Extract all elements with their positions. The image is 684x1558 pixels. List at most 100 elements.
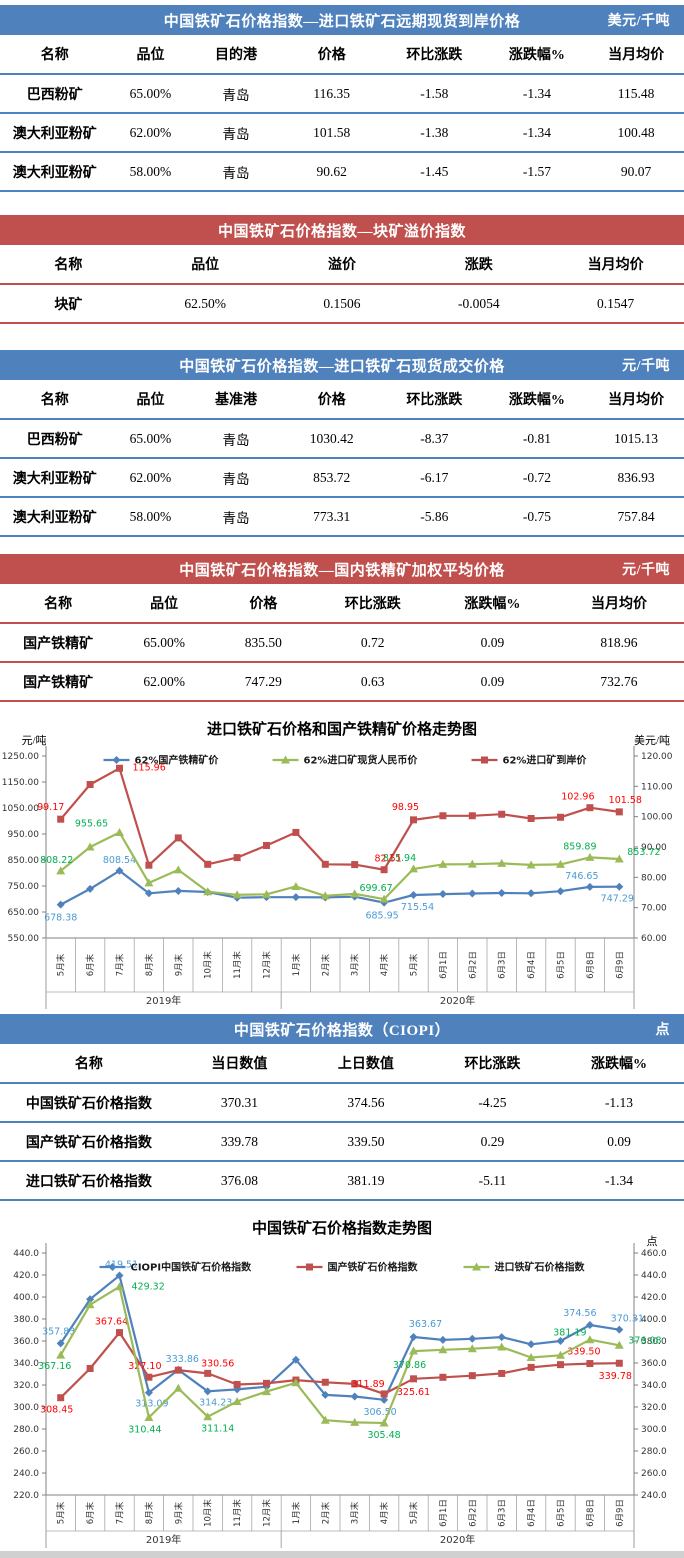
- table-row: 国产铁精矿 65.00% 835.50 0.72 0.09 818.96: [0, 623, 684, 663]
- column-header: 品位: [116, 584, 213, 624]
- triangle-marker: [614, 1340, 624, 1349]
- category-label: 9月末: [173, 953, 184, 976]
- category-axis: 5月末 6月末 7月末 8月末 9月末 10月末 11月末 12月末 1月末 2月末 3月末 4月末 5…: [45, 938, 635, 1009]
- data-label: 308.45: [40, 1405, 73, 1416]
- row-name-cell: 澳大利亚粉矿: [0, 458, 110, 498]
- svg-text:240.0: 240.0: [641, 1491, 667, 1501]
- legend: 62%国产铁精矿价 62%进口矿现货人民币价 62%进口矿到岸价: [103, 754, 587, 767]
- data-label: 370.86: [393, 1360, 426, 1371]
- column-header: 品位: [109, 35, 192, 75]
- data-label: 715.54: [401, 902, 434, 913]
- value-cell: 747.29: [212, 662, 315, 702]
- table-title-bar: 中国铁矿石价格指数—国内铁精矿加权平均价格 元/千吨: [0, 554, 684, 584]
- triangle-marker: [350, 1417, 360, 1426]
- data-label: 747.29: [601, 894, 634, 905]
- column-header: 上日数值: [300, 1044, 431, 1084]
- row-name-cell: 巴西粉矿: [0, 419, 110, 459]
- svg-text:220.0: 220.0: [13, 1491, 39, 1501]
- column-header: 名称: [0, 245, 137, 285]
- svg-text:340.0: 340.0: [641, 1381, 667, 1391]
- square-marker: [263, 1379, 270, 1387]
- svg-text:80.00: 80.00: [641, 873, 667, 883]
- row-name-cell: 国产铁矿石价格指数: [0, 1122, 178, 1162]
- svg-text:260.0: 260.0: [641, 1469, 667, 1479]
- data-label: 853.72: [627, 847, 660, 858]
- square-marker: [586, 1360, 594, 1368]
- row-name-cell: 巴西粉矿: [0, 74, 110, 114]
- column-header: 名称: [0, 584, 117, 624]
- data-label: 314.23: [199, 1397, 232, 1408]
- square-marker: [439, 1373, 447, 1381]
- triangle-marker: [409, 1346, 418, 1355]
- square-marker: [410, 816, 417, 824]
- diamond-marker: [556, 1337, 565, 1345]
- square-marker: [145, 861, 153, 869]
- diamond-marker: [527, 889, 536, 898]
- table-title: 中国铁矿石价格指数—进口铁矿石远期现货到岸价格: [163, 13, 521, 30]
- chart-ciopi-trend: 中国铁矿石价格指数走势图点 220.0 240.0 260.0 280.0 300.0 32…: [0, 1209, 684, 1549]
- right-axis-unit: 美元/吨: [634, 734, 670, 747]
- table-title: 中国铁矿石价格指数—国内铁精矿加权平均价格: [179, 562, 505, 579]
- value-cell: 116.35: [280, 74, 384, 114]
- svg-text:650.00: 650.00: [8, 908, 40, 918]
- category-label: 2月末: [320, 953, 331, 976]
- value-cell: 100.48: [588, 113, 684, 153]
- value-cell: -5.11: [430, 1161, 554, 1201]
- value-cell: -1.13: [554, 1083, 684, 1123]
- value-cell: 853.72: [280, 458, 384, 498]
- value-cell: 835.50: [212, 623, 315, 663]
- value-cell: -1.34: [485, 113, 589, 153]
- table-import-spot-deal-price: 中国铁矿石价格指数—进口铁矿石现货成交价格 元/千吨 名称 品位 基准港 价格 环比涨跌 涨跌…: [0, 350, 684, 537]
- value-cell: 90.62: [280, 152, 384, 192]
- triangle-marker: [556, 1350, 565, 1359]
- svg-text:380.0: 380.0: [641, 1337, 667, 1347]
- data-label: 678.38: [44, 913, 77, 924]
- series-square: 99.17 115.96 82.51 98.95 102.96 101.58: [37, 762, 642, 874]
- diamond-marker: [291, 1355, 300, 1364]
- header-row: 名称 品位 溢价 涨跌 当月均价: [0, 245, 684, 285]
- svg-text:440.0: 440.0: [13, 1249, 39, 1259]
- triangle-marker: [438, 1345, 448, 1354]
- square-marker: [351, 1380, 359, 1388]
- diamond-marker: [615, 882, 624, 891]
- header-row: 名称 当日数值 上日数值 环比涨跌 涨跌幅%: [0, 1044, 684, 1084]
- svg-text:440.0: 440.0: [641, 1271, 667, 1281]
- triangle-marker: [409, 864, 418, 873]
- triangle-marker: [497, 1342, 507, 1351]
- triangle-marker: [115, 828, 124, 837]
- category-label: 3月末: [350, 953, 361, 976]
- square-marker: [615, 808, 623, 816]
- data-label: 429.32: [132, 1282, 165, 1293]
- square-marker: [498, 1369, 506, 1377]
- value-cell: -0.81: [485, 419, 589, 459]
- data-label: 99.17: [37, 802, 64, 813]
- diamond-marker: [527, 1340, 536, 1349]
- column-header: 环比涨跌: [430, 1044, 554, 1084]
- value-cell: 0.29: [430, 1122, 554, 1162]
- svg-text:90.00: 90.00: [641, 843, 667, 853]
- value-cell: 101.58: [280, 113, 384, 153]
- column-header: 溢价: [273, 245, 411, 285]
- category-label: 7月末: [115, 953, 126, 976]
- value-cell: 115.48: [588, 74, 684, 114]
- column-header: 涨跌幅%: [430, 584, 554, 624]
- table-row: 澳大利亚粉矿 58.00% 青岛 90.62 -1.45 -1.57 90.07: [0, 152, 684, 192]
- diamond-marker: [468, 889, 477, 898]
- category-label: 6月末: [85, 1501, 96, 1524]
- column-header: 环比涨跌: [314, 584, 431, 624]
- triangle-marker: [467, 859, 477, 868]
- data-label: 333.86: [166, 1354, 199, 1365]
- category-label: 6月9日: [615, 1499, 625, 1527]
- diamond-marker: [291, 893, 300, 902]
- row-name-cell: 进口铁矿石价格指数: [0, 1161, 178, 1201]
- value-cell: 818.96: [553, 623, 684, 663]
- data-label: 305.48: [367, 1430, 400, 1441]
- column-header: 价格: [212, 584, 315, 624]
- legend-label: 进口铁矿石价格指数: [495, 1261, 586, 1274]
- svg-text:260.0: 260.0: [13, 1447, 39, 1457]
- column-header: 价格: [280, 35, 384, 75]
- triangle-marker: [556, 859, 565, 868]
- column-header: 环比涨跌: [383, 35, 486, 75]
- diamond-marker: [556, 887, 565, 896]
- diamond-marker: [115, 1271, 124, 1280]
